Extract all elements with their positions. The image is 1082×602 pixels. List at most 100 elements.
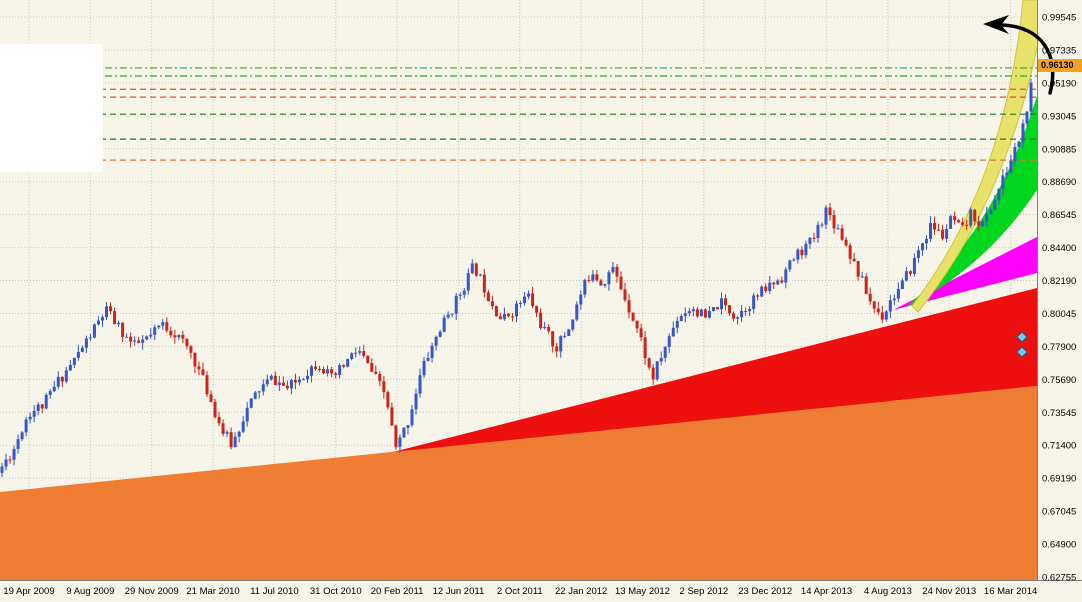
candle-body [113, 311, 117, 325]
candle-body [1009, 160, 1013, 173]
candle-body [406, 425, 410, 428]
white-overlay-patch [0, 44, 103, 172]
candle-body [382, 381, 386, 393]
candle-body [515, 303, 518, 317]
candle-body [92, 324, 96, 338]
candle-body [792, 259, 796, 261]
time-axis-label: 20 Feb 2011 [371, 586, 424, 597]
candle-body [892, 298, 896, 301]
candle-body [68, 365, 72, 371]
candle-body [422, 360, 426, 376]
candle-body [888, 300, 892, 312]
candle-body [563, 335, 567, 337]
candle-body [1029, 82, 1033, 112]
candle-body [478, 274, 482, 276]
candle-body [133, 340, 137, 342]
candle-body [213, 401, 217, 417]
candle-body [482, 274, 486, 293]
price-axis-label: 0.84400 [1042, 243, 1076, 254]
candle-body [647, 358, 651, 368]
candle-body [571, 319, 575, 330]
candle-body [643, 337, 647, 359]
candle-body [125, 336, 129, 338]
candle-body [141, 339, 145, 343]
candle-body [929, 223, 933, 239]
candle-body [72, 357, 76, 366]
candle-body [896, 288, 900, 299]
candle-body [165, 322, 169, 331]
candle-body [241, 421, 245, 432]
candle-body [937, 229, 941, 231]
candle-body [173, 335, 177, 338]
candle-body [844, 239, 848, 246]
candle-body [852, 258, 856, 262]
candle-body [269, 375, 273, 380]
price-marker-diamond[interactable] [1016, 346, 1028, 358]
candle-body [245, 407, 249, 422]
candle-body [100, 317, 104, 321]
annotation-arrow[interactable] [983, 15, 1055, 95]
price-marker-diamond[interactable] [1016, 331, 1028, 343]
candle-body [1025, 111, 1029, 124]
candle-body [370, 362, 374, 372]
candle-body [583, 279, 587, 295]
candle-body [265, 379, 269, 385]
candle-body [4, 459, 8, 467]
candle-body [531, 293, 535, 307]
candle-body [1013, 147, 1017, 161]
candle-body [567, 329, 571, 336]
price-axis-label: 0.90885 [1042, 144, 1076, 155]
candle-body [12, 448, 16, 460]
candle-body [470, 263, 474, 274]
candle-body [816, 224, 820, 238]
candle-body [84, 338, 88, 348]
candle-body [305, 375, 309, 380]
candle-body [912, 257, 916, 274]
candle-body [768, 282, 772, 291]
trend-wedge-green[interactable] [905, 96, 1037, 308]
candle-body [683, 313, 687, 317]
candle-body [796, 249, 800, 260]
candle-body [880, 312, 884, 320]
candle-body [555, 346, 559, 352]
candle-body [949, 216, 953, 229]
candle-body [715, 307, 719, 310]
candle-body [667, 336, 671, 347]
price-axis-label: 0.67045 [1042, 507, 1076, 518]
candle-body [989, 210, 993, 214]
candle-body [462, 290, 466, 295]
candle-body [281, 382, 285, 386]
candle-body [820, 224, 824, 226]
time-axis-label: 23 Dec 2012 [738, 586, 792, 597]
candle-body [310, 366, 314, 376]
candle-body [88, 337, 92, 339]
price-axis-label: 0.80045 [1042, 309, 1076, 320]
candle-body [635, 320, 639, 329]
candle-body [659, 357, 663, 362]
candle-body [378, 373, 382, 382]
candle-body [502, 313, 506, 320]
trend-wedge-red[interactable] [393, 288, 1037, 452]
candle-body [599, 280, 603, 286]
candle-body [261, 384, 265, 392]
candle-body [832, 215, 836, 229]
plot-area[interactable] [0, 0, 1046, 580]
candle-body [64, 370, 68, 382]
price-axis-label: 0.99545 [1042, 13, 1076, 24]
candle-body [225, 432, 229, 434]
candle-body [884, 311, 888, 320]
price-axis-label: 0.93045 [1042, 111, 1076, 122]
candle-body [374, 371, 378, 374]
candle-body [257, 391, 261, 393]
price-axis-label: 0.86545 [1042, 210, 1076, 221]
candle-body [965, 224, 969, 226]
candle-body [788, 260, 792, 270]
candle-body [48, 391, 52, 395]
candle-body [719, 298, 723, 310]
candle-body [438, 331, 442, 337]
candle-body [804, 243, 808, 256]
trend-wedge-orange[interactable] [0, 386, 1037, 580]
candle-body [953, 216, 957, 221]
candle-body [474, 263, 478, 276]
